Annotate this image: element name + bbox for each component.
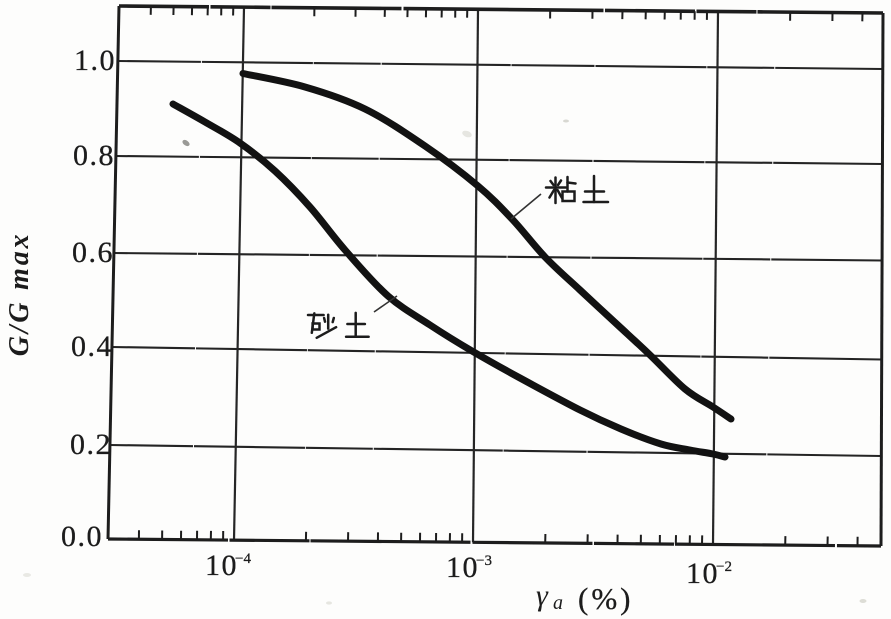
svg-text:−4: −4 <box>235 551 251 567</box>
svg-text:0.6: 0.6 <box>72 236 114 269</box>
svg-text:0.2: 0.2 <box>70 428 112 461</box>
svg-text:(%): (%) <box>578 581 633 616</box>
svg-text:10: 10 <box>686 557 719 590</box>
svg-text:−2: −2 <box>716 559 732 575</box>
svg-text:−3: −3 <box>476 553 492 569</box>
svg-text:0.4: 0.4 <box>71 330 113 363</box>
svg-text:10: 10 <box>446 551 479 584</box>
svg-text:γ: γ <box>536 579 549 612</box>
svg-text:1.0: 1.0 <box>74 44 116 77</box>
svg-text:10: 10 <box>205 549 238 582</box>
svg-text:G/G max: G/G max <box>4 232 35 357</box>
svg-text:0.8: 0.8 <box>73 139 115 172</box>
svg-text:0.0: 0.0 <box>61 520 103 553</box>
svg-text:a: a <box>553 592 563 614</box>
